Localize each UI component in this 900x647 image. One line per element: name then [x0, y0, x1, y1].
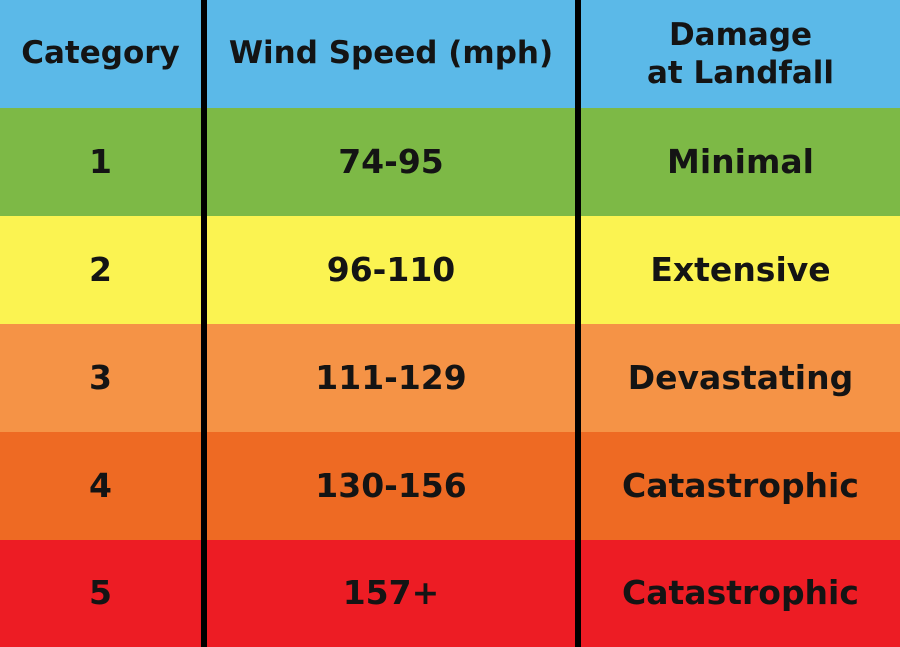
wind-speed-cell: 74-95: [201, 108, 581, 216]
table-row-category-3: 3 111-129 Devastating: [0, 324, 900, 432]
damage-cell: Devastating: [627, 357, 854, 397]
table-row-category-4: 4 130-156 Catastrophic: [0, 432, 900, 540]
table-row-category-2: 2 96-110 Extensive: [0, 216, 900, 324]
category-cell: 1: [89, 141, 112, 181]
header-row: Category Wind Speed (mph) Damage at Land…: [0, 0, 900, 108]
table-row-category-1: 1 74-95 Minimal: [0, 108, 900, 216]
wind-speed-cell: 130-156: [201, 432, 581, 540]
wind-speed-cell: 96-110: [201, 216, 581, 324]
category-cell: 3: [89, 357, 112, 397]
wind-speed-cell: 157+: [201, 540, 581, 647]
table-row-category-5: 5 157+ Catastrophic: [0, 540, 900, 647]
damage-cell: Catastrophic: [622, 573, 859, 613]
category-cell: 5: [89, 573, 112, 613]
damage-cell: Minimal: [667, 141, 814, 181]
category-cell: 4: [89, 465, 112, 505]
damage-cell: Catastrophic: [622, 465, 859, 505]
damage-cell: Extensive: [650, 249, 831, 289]
header-wind-speed: Wind Speed (mph): [201, 0, 581, 108]
header-damage-line2: at Landfall: [646, 55, 835, 91]
header-damage: Damage at Landfall: [581, 0, 900, 108]
header-damage-line1: Damage: [668, 17, 813, 54]
wind-speed-cell: 111-129: [201, 324, 581, 432]
category-cell: 2: [89, 249, 112, 289]
header-category: Category: [21, 35, 180, 72]
